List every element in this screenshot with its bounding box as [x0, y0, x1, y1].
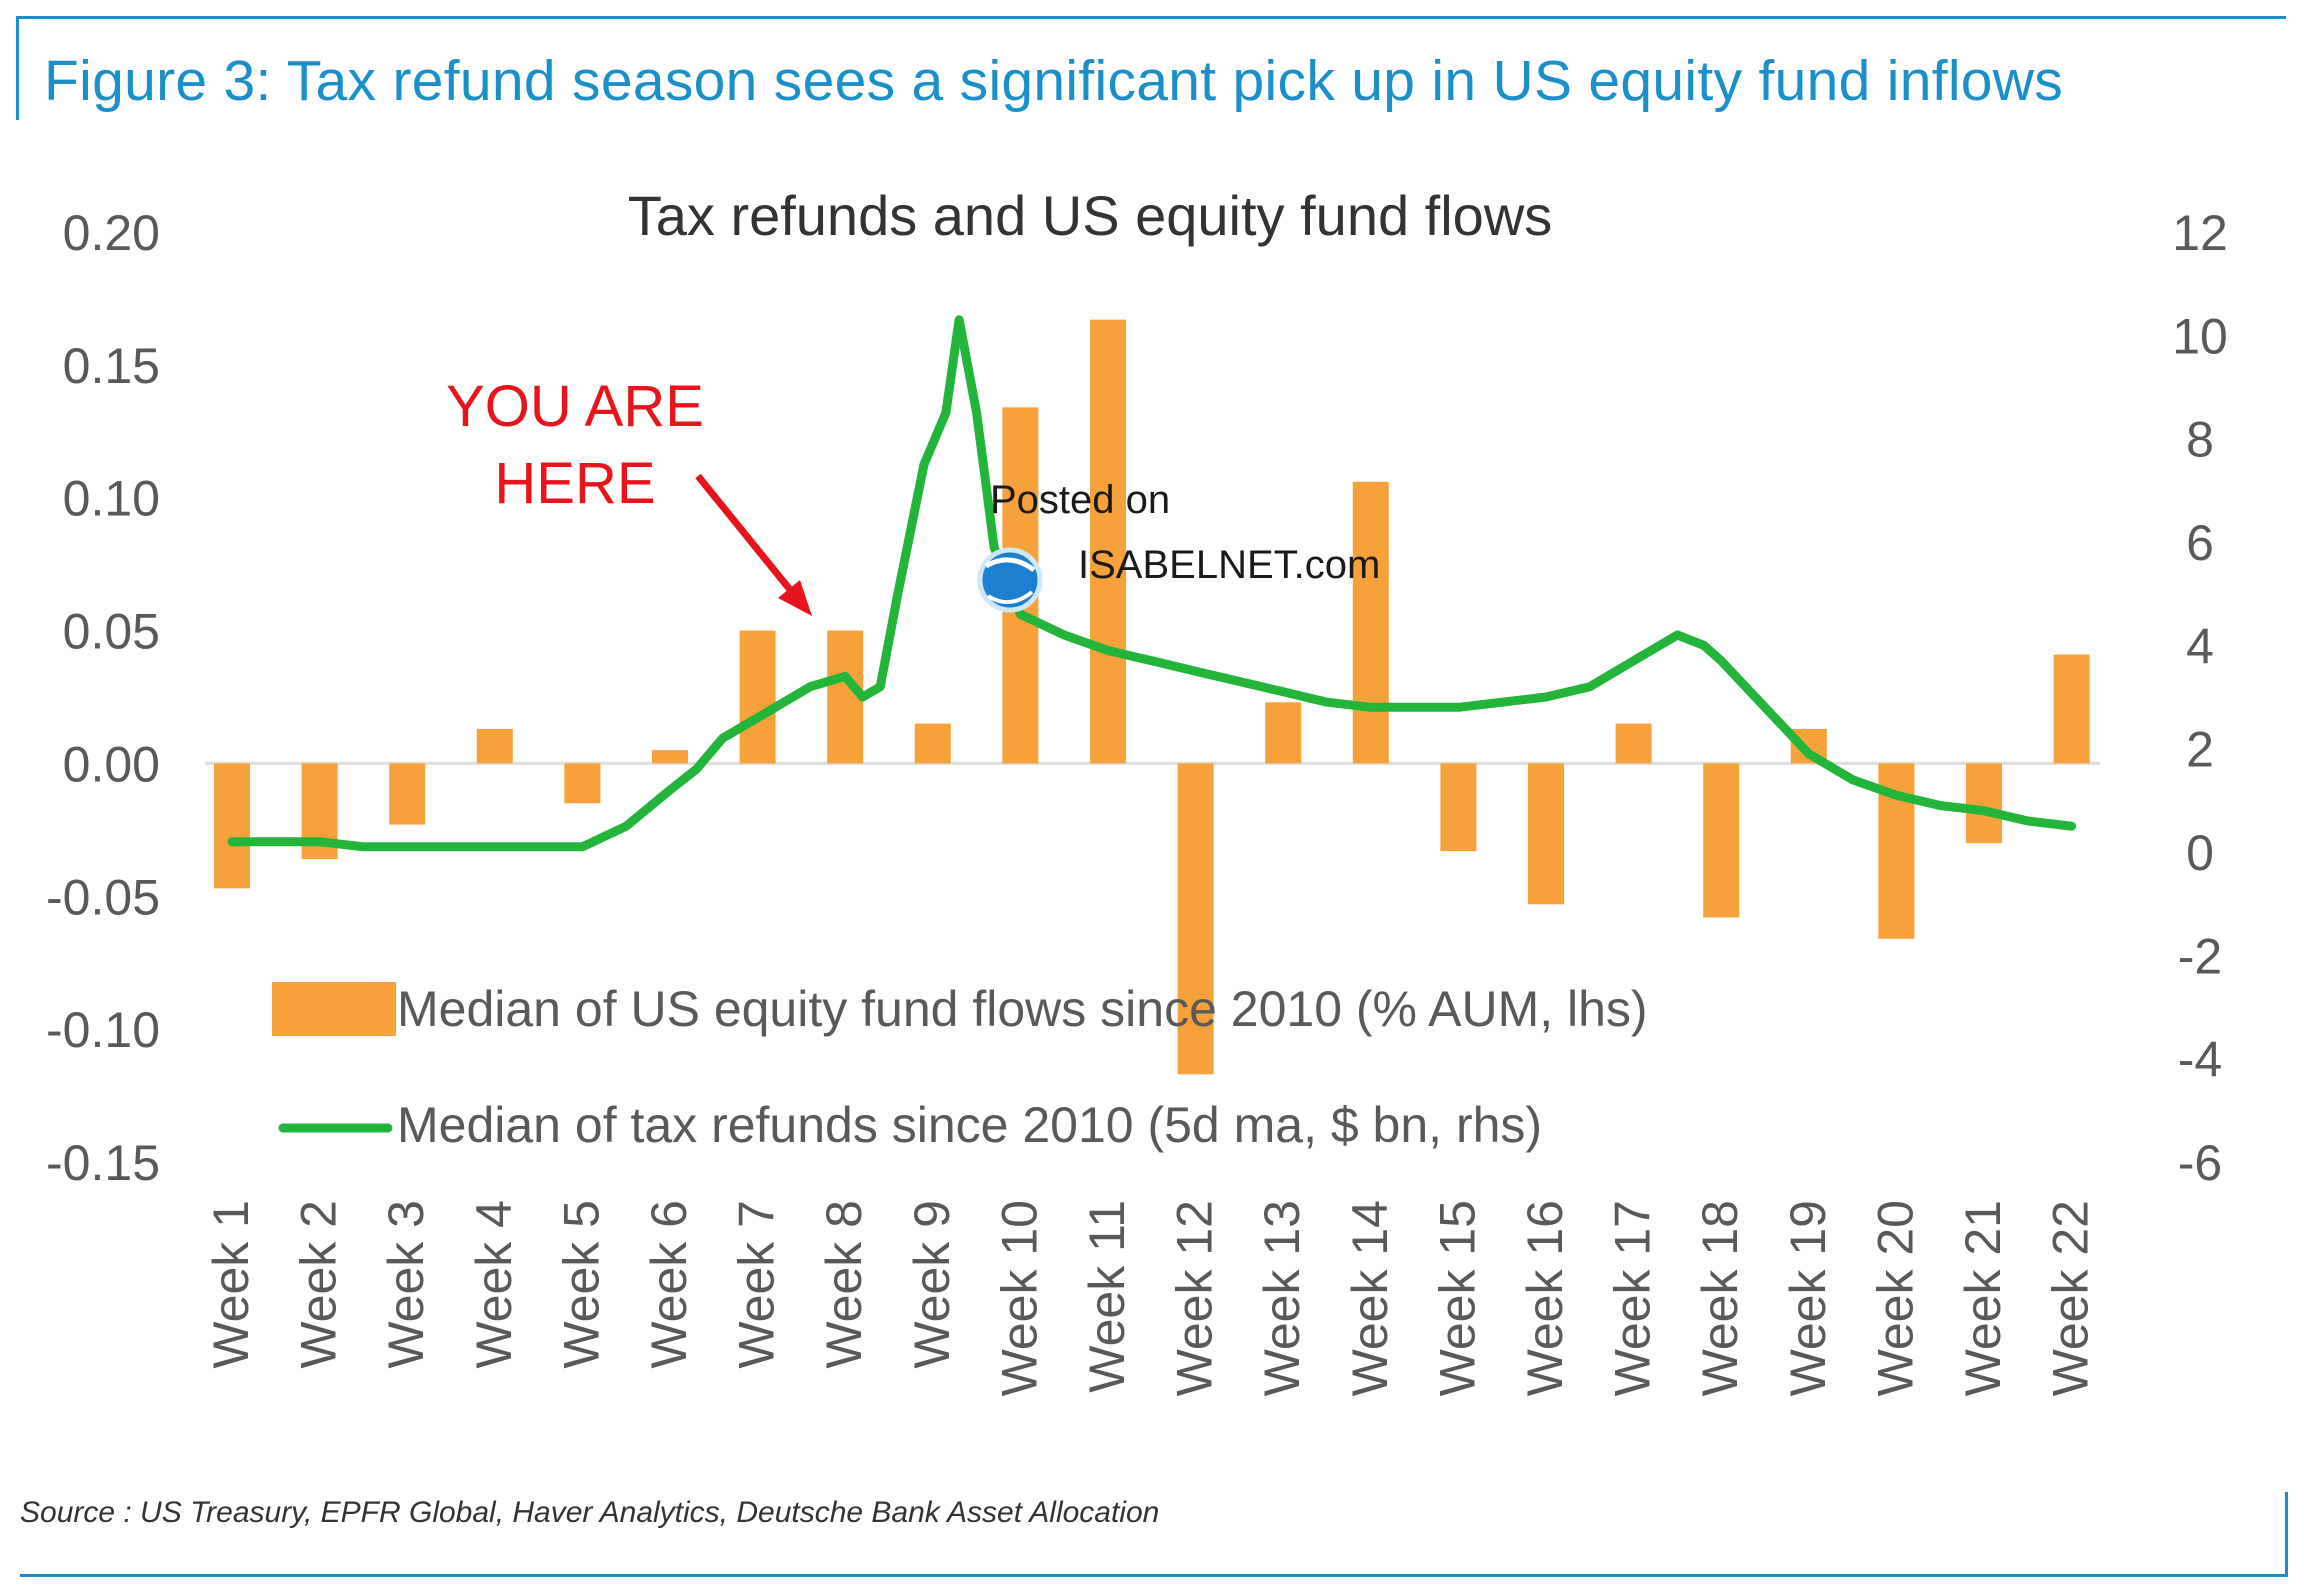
bar-1 — [214, 763, 250, 889]
x-tick-label: Week 14 — [1342, 1200, 1398, 1396]
right-axis: 12 10 8 6 4 2 0 -2 -4 -6 — [2172, 205, 2228, 1191]
tax-refunds-line — [227, 315, 2077, 852]
bar-6 — [652, 750, 688, 764]
bar-21 — [1966, 763, 2002, 844]
annotation-line-2: HERE — [494, 451, 656, 516]
bar-14 — [1352, 481, 1389, 764]
x-tick-label: Week 16 — [1517, 1200, 1573, 1396]
left-tick-label: 0.15 — [63, 338, 160, 394]
x-tick-label: Week 3 — [378, 1200, 434, 1369]
left-tick-label: 0.05 — [63, 604, 160, 660]
x-tick-label: Week 9 — [904, 1200, 960, 1369]
right-tick-label: -6 — [2178, 1135, 2222, 1191]
x-tick-label: Week 13 — [1254, 1200, 1310, 1396]
annotation-arrow — [695, 473, 812, 616]
annotation-line-1: YOU ARE — [446, 374, 704, 439]
bar-15 — [1440, 763, 1477, 852]
right-tick-label: 6 — [2186, 515, 2214, 571]
watermark-globe-icon — [977, 547, 1043, 613]
bar-7 — [739, 630, 776, 764]
right-tick-label: 0 — [2186, 825, 2214, 881]
chart-title: Tax refunds and US equity fund flows — [628, 184, 1553, 247]
right-tick-label: -4 — [2178, 1032, 2222, 1088]
right-tick-label: -2 — [2178, 928, 2222, 984]
left-axis: 0.20 0.15 0.10 0.05 0.00 -0.05 -0.10 -0.15 — [46, 205, 160, 1191]
frame-right-rule — [2285, 1492, 2288, 1577]
x-tick-label: Week 22 — [2043, 1200, 2099, 1396]
bar-12 — [1177, 763, 1214, 1075]
legend-line-label: Median of tax refunds since 2010 (5d ma,… — [397, 1097, 1543, 1153]
bar-16 — [1528, 763, 1564, 905]
frame-top-rule — [16, 16, 2286, 19]
x-tick-label: Week 18 — [1692, 1200, 1748, 1396]
bar-5 — [564, 763, 601, 804]
bar-4 — [476, 728, 513, 764]
x-tick-label: Week 17 — [1605, 1200, 1661, 1396]
right-tick-label: 2 — [2186, 722, 2214, 778]
left-tick-label: -0.05 — [46, 869, 160, 925]
frame-left-rule — [16, 16, 19, 120]
x-tick-label: Week 2 — [291, 1200, 347, 1369]
bar-22 — [2053, 654, 2090, 764]
bar-9 — [914, 723, 951, 764]
watermark-site: ISABELNET.com — [1078, 543, 1381, 587]
frame-bottom-rule — [20, 1574, 2288, 1577]
x-axis: Week 1 Week 2 Week 3 Week 4 Week 5 Week 6 Week… — [203, 1200, 2099, 1396]
bar-18 — [1703, 763, 1740, 918]
watermark-posted-on: Posted on — [990, 478, 1171, 522]
bar-11 — [1090, 319, 1126, 764]
x-tick-label: Week 15 — [1429, 1200, 1485, 1396]
x-tick-label: Week 6 — [641, 1200, 697, 1369]
x-tick-label: Week 20 — [1867, 1200, 1923, 1396]
source-note: Source : US Treasury, EPFR Global, Haver… — [20, 1496, 1160, 1529]
bar-13 — [1265, 702, 1302, 764]
left-tick-label: 0.00 — [63, 736, 160, 792]
bar-3 — [389, 763, 426, 825]
right-tick-label: 4 — [2186, 618, 2214, 674]
x-tick-label: Week 21 — [1955, 1200, 2011, 1396]
left-tick-label: -0.15 — [46, 1135, 160, 1191]
left-tick-label: 0.20 — [63, 205, 160, 261]
x-tick-label: Week 8 — [816, 1200, 872, 1369]
x-tick-label: Week 19 — [1780, 1200, 1836, 1396]
left-tick-label: 0.10 — [63, 471, 160, 527]
right-tick-label: 8 — [2186, 412, 2214, 468]
bar-17 — [1615, 723, 1652, 764]
right-tick-label: 10 — [2172, 308, 2228, 364]
x-tick-label: Week 12 — [1167, 1200, 1223, 1396]
x-tick-label: Week 10 — [991, 1200, 1047, 1396]
x-tick-label: Week 7 — [729, 1200, 785, 1369]
legend-bars-swatch — [272, 982, 396, 1036]
x-tick-label: Week 11 — [1079, 1200, 1135, 1393]
right-tick-label: 12 — [2172, 205, 2228, 261]
you-are-here-annotation: YOU ARE HERE — [410, 368, 740, 522]
x-tick-label: Week 4 — [466, 1200, 522, 1369]
legend-bars-label: Median of US equity fund flows since 201… — [397, 981, 1648, 1037]
figure-title: Figure 3: Tax refund season sees a signi… — [44, 49, 2064, 113]
left-tick-label: -0.10 — [46, 1002, 160, 1058]
x-tick-label: Week 1 — [203, 1200, 259, 1369]
x-tick-label: Week 5 — [553, 1200, 609, 1369]
